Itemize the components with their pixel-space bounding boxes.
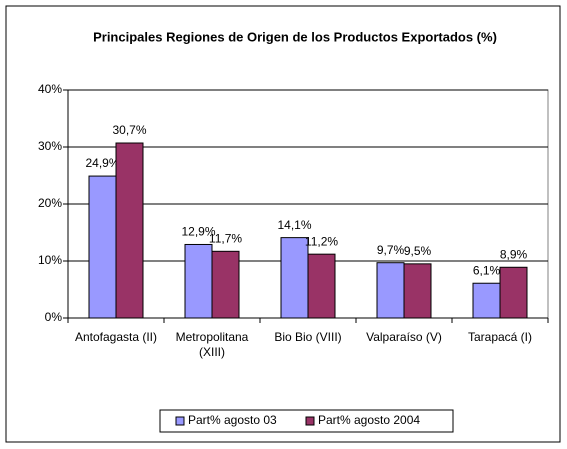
bar <box>499 266 528 319</box>
bar <box>403 263 432 319</box>
x-tick-label: Tarapacá (I) <box>468 330 532 344</box>
legend-swatch <box>305 416 315 426</box>
bar <box>184 243 213 319</box>
legend-label: Part% agosto 03 <box>188 413 277 427</box>
data-label: 14,1% <box>277 218 311 232</box>
data-label: 9,7% <box>377 243 405 257</box>
bar <box>211 250 240 319</box>
data-label: 11,2% <box>305 234 338 248</box>
data-label: 12,9% <box>181 225 215 239</box>
x-tick-label: Valparaíso (V) <box>366 330 442 344</box>
data-label: 9,5% <box>404 244 432 258</box>
y-tick-label: 10% <box>38 253 62 267</box>
x-tick-label: Antofagasta (II) <box>75 330 157 344</box>
y-tick-label: 40% <box>38 82 62 96</box>
legend-swatch <box>175 416 185 426</box>
data-label: 6,1% <box>473 263 501 277</box>
data-label: 8,9% <box>500 247 528 261</box>
data-label: 11,7% <box>209 231 242 245</box>
bar <box>307 253 336 319</box>
bar <box>472 282 501 319</box>
y-tick-label: 30% <box>38 139 62 153</box>
data-label: 24,9% <box>85 156 119 170</box>
y-tick-label: 20% <box>38 196 62 210</box>
bar <box>280 237 309 319</box>
bar <box>88 175 117 319</box>
bar <box>115 142 144 319</box>
y-tick-label: 0% <box>45 310 63 324</box>
legend-label: Part% agosto 2004 <box>318 413 420 427</box>
bar <box>376 262 405 319</box>
data-label: 30,7% <box>112 123 146 137</box>
x-tick-label: Metropolitana (XIII) <box>176 330 249 359</box>
x-tick-label: Bio Bio (VIII) <box>274 330 341 344</box>
chart-title: Principales Regiones de Origen de los Pr… <box>93 29 497 44</box>
